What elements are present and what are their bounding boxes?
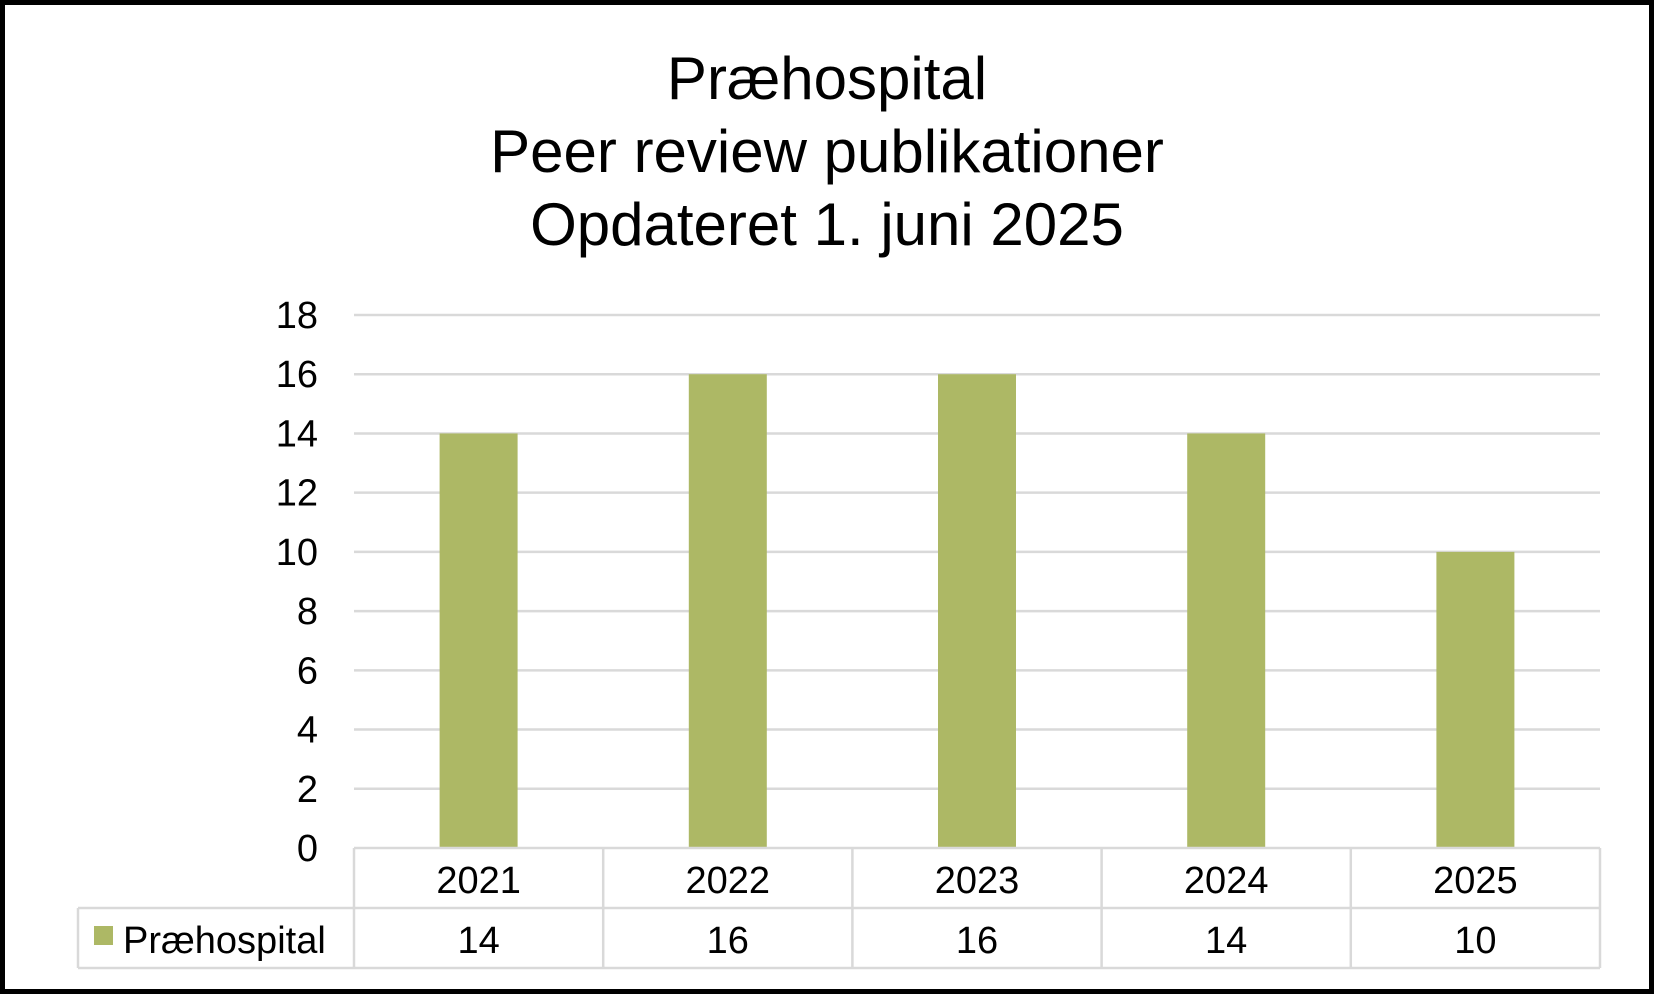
data-label: 14 bbox=[457, 920, 499, 962]
y-tick-label: 4 bbox=[297, 710, 318, 752]
y-tick-label: 18 bbox=[276, 295, 318, 337]
x-category-label: 2023 bbox=[935, 860, 1020, 902]
bar bbox=[1436, 551, 1515, 848]
bar bbox=[439, 433, 518, 848]
x-category-label: 2021 bbox=[436, 860, 521, 902]
y-tick-label: 8 bbox=[297, 591, 318, 633]
y-axis-tick-labels: 0 2 4 6 8 10 12 14 16 18 bbox=[276, 295, 318, 870]
data-table: 2021 14 2022 16 2023 16 2024 14 2025 10 Præhospita… bbox=[76, 846, 1602, 970]
y-tick-label: 2 bbox=[297, 769, 318, 811]
data-label: 10 bbox=[1454, 920, 1496, 962]
legend-swatch bbox=[94, 926, 113, 945]
x-category-label: 2025 bbox=[1433, 860, 1518, 902]
chart-title: Præhospital Peer review publikationer Op… bbox=[490, 45, 1164, 258]
data-label: 16 bbox=[707, 920, 749, 962]
chart-title-line-2: Peer review publikationer bbox=[490, 118, 1164, 185]
legend-label: Præhospital bbox=[123, 920, 326, 962]
x-category-label: 2024 bbox=[1184, 860, 1269, 902]
bar bbox=[938, 374, 1016, 848]
y-tick-label: 6 bbox=[297, 650, 318, 692]
x-category-label: 2022 bbox=[686, 860, 771, 902]
y-tick-label: 16 bbox=[276, 354, 318, 396]
bar bbox=[1187, 433, 1266, 848]
y-tick-label: 0 bbox=[297, 828, 318, 870]
y-tick-label: 10 bbox=[276, 532, 318, 574]
bar bbox=[688, 374, 767, 848]
chart-title-line-3: Opdateret 1. juni 2025 bbox=[530, 191, 1124, 258]
data-label: 16 bbox=[956, 920, 998, 962]
y-tick-label: 14 bbox=[276, 413, 318, 455]
data-label: 14 bbox=[1205, 920, 1247, 962]
chart-title-line-1: Præhospital bbox=[667, 45, 987, 112]
bars bbox=[439, 374, 1515, 848]
y-tick-label: 12 bbox=[276, 473, 318, 515]
bar-chart: Præhospital Peer review publikationer Op… bbox=[76, 45, 1602, 970]
